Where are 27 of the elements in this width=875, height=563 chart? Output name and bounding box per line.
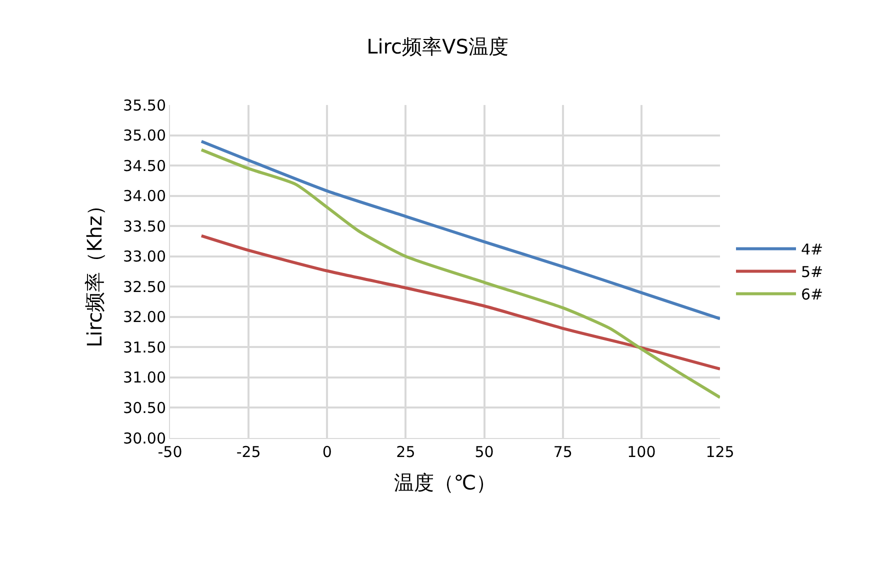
y-tick-label: 32.50	[123, 278, 166, 296]
x-tick-label: 75	[553, 443, 572, 461]
y-tick-label: 34.00	[123, 187, 166, 206]
y-tick-label: 30.50	[123, 398, 166, 417]
x-tick-label: 25	[396, 443, 416, 461]
y-tick-label: 33.50	[123, 217, 166, 236]
legend-label: 6#	[801, 286, 824, 304]
y-tick-label: 31.00	[123, 368, 166, 387]
y-axis-title: Lirc频率（Khz）	[82, 196, 107, 348]
x-tick-label: 50	[474, 443, 494, 461]
y-tick-label: 31.50	[123, 338, 166, 356]
legend-label: 4#	[801, 240, 824, 259]
line-series	[200, 148, 720, 399]
y-tick-label: 32.00	[123, 308, 166, 326]
y-tick-label: 35.50	[123, 96, 166, 114]
x-tick-label: 0	[322, 443, 332, 461]
x-tick-label: 125	[706, 443, 734, 461]
y-tick-label: 33.00	[123, 248, 166, 266]
x-axis-title: 温度（℃）	[394, 470, 496, 494]
x-tick-label: -25	[236, 443, 261, 461]
line-series	[200, 234, 720, 370]
y-tick-label: 34.50	[123, 156, 166, 175]
chart-title: Lirc频率VS温度	[366, 34, 508, 58]
x-tick-label: 100	[627, 443, 656, 461]
y-tick-label: 35.00	[123, 126, 166, 145]
legend-label: 5#	[801, 263, 824, 282]
line-series	[200, 140, 720, 320]
